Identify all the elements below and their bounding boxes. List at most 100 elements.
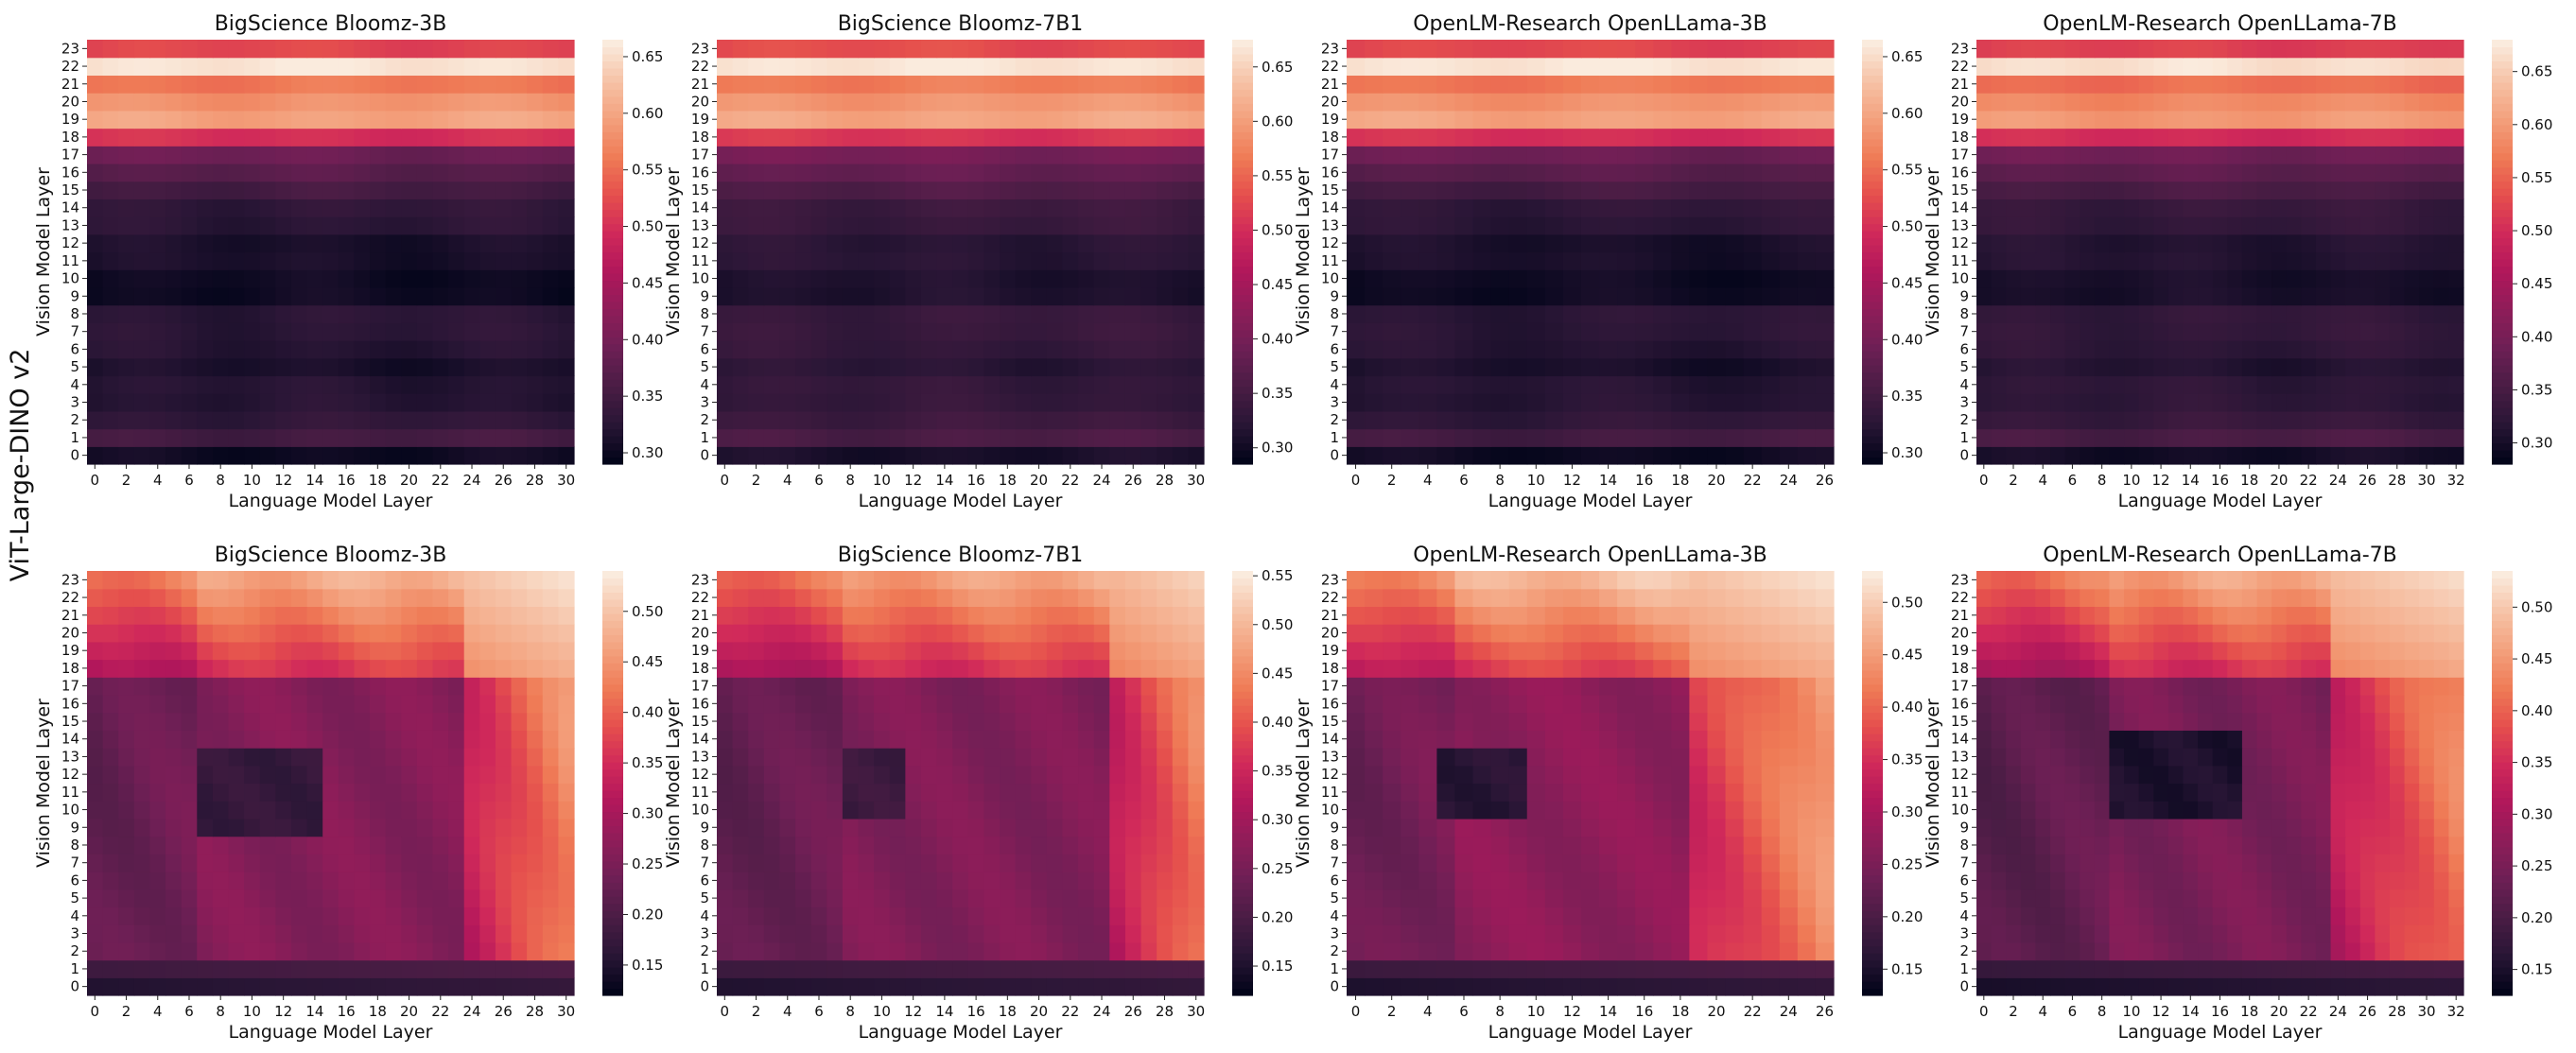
- heatmap-cell: [1157, 251, 1174, 270]
- heatmap-cell: [212, 375, 230, 394]
- colorbar-segment: [1862, 152, 1883, 161]
- heatmap-cell: [2433, 357, 2449, 377]
- heatmap-cells: [1347, 40, 1835, 465]
- heatmap-cell: [2167, 75, 2184, 94]
- heatmap-cell: [2094, 357, 2111, 377]
- heatmap-cell: [1562, 357, 1582, 377]
- heatmap-cell: [1653, 57, 1672, 77]
- heatmap-cell: [2153, 181, 2169, 199]
- heatmap-cell: [2315, 216, 2332, 235]
- heatmap-cell: [133, 872, 151, 890]
- heatmap-cell: [1383, 128, 1401, 147]
- heatmap-cell: [2212, 286, 2228, 306]
- heatmap-cell: [87, 924, 104, 943]
- heatmap-cell: [2271, 251, 2288, 270]
- heatmap-cell: [717, 959, 734, 978]
- heatmap-cell: [1109, 286, 1126, 306]
- heatmap-cell: [1991, 375, 2007, 394]
- heatmap-cell: [401, 624, 418, 643]
- colorbar-segment: [2492, 124, 2513, 132]
- colorbar-tick-label: 0.55: [2521, 169, 2552, 186]
- colorbar-tick-label: 0.50: [1891, 218, 1923, 235]
- heatmap-cell: [779, 410, 796, 430]
- heatmap-cell: [732, 941, 749, 961]
- colorbar-segment: [602, 202, 623, 211]
- heatmap-cell: [370, 783, 387, 802]
- heatmap-cell: [197, 146, 214, 164]
- heatmap-cell: [858, 251, 875, 270]
- x-tick-label: 28: [1156, 472, 1174, 489]
- heatmap-cell: [2301, 286, 2317, 306]
- heatmap-cell: [479, 889, 496, 908]
- heatmap-cell: [432, 941, 449, 961]
- heatmap-cell: [1093, 357, 1110, 377]
- heatmap-cell: [2094, 410, 2111, 430]
- heatmap-cell: [542, 765, 559, 785]
- heatmap-cell: [1580, 216, 1600, 235]
- colorbar-segment: [602, 216, 623, 225]
- heatmap-cell: [983, 941, 1001, 961]
- heatmap-cell: [842, 730, 860, 749]
- colorbar-segment: [602, 825, 623, 834]
- heatmap-cell: [1172, 765, 1189, 785]
- heatmap-cell: [2167, 393, 2184, 412]
- colorbar-segment: [1862, 89, 1883, 97]
- heatmap-cell: [401, 941, 418, 961]
- heatmap-cell: [2080, 446, 2096, 465]
- heatmap-cell: [1172, 393, 1189, 412]
- heatmap-cell: [370, 304, 387, 323]
- heatmap-cell: [1401, 322, 1419, 341]
- heatmap-cell: [354, 428, 371, 447]
- heatmap-cell: [2271, 93, 2288, 112]
- heatmap-cell: [1725, 40, 1745, 59]
- colorbar-segment: [602, 641, 623, 649]
- heatmap-cell: [228, 906, 245, 925]
- heatmap-cell: [1188, 110, 1205, 129]
- heatmap-cell: [1140, 765, 1157, 785]
- heatmap-cell: [1707, 286, 1727, 306]
- heatmap-cell: [2433, 40, 2449, 59]
- colorbar: 0.300.350.400.450.500.550.600.65: [2492, 40, 2552, 465]
- heatmap-cell: [87, 199, 104, 217]
- heatmap-cell: [1078, 977, 1095, 996]
- heatmap-cell: [354, 199, 371, 217]
- y-tick-label: 13: [61, 748, 79, 765]
- heatmap-cell: [1140, 75, 1157, 94]
- heatmap-cell: [1188, 128, 1205, 147]
- heatmap-cell: [889, 924, 906, 943]
- heatmap-cell: [2050, 375, 2066, 394]
- heatmap-cell: [165, 93, 183, 112]
- heatmap-cell: [275, 251, 292, 270]
- heatmap-cell: [511, 269, 528, 288]
- heatmap-cell: [1062, 393, 1079, 412]
- heatmap-cell: [2138, 40, 2154, 59]
- x-tick-label: 26: [495, 1003, 513, 1020]
- y-tick-label: 17: [1321, 147, 1339, 164]
- heatmap-cell: [290, 748, 308, 767]
- heatmap-cell: [354, 748, 371, 767]
- heatmap-cell: [1490, 199, 1510, 217]
- colorbar-segment: [602, 365, 623, 373]
- heatmap-cell: [2419, 93, 2435, 112]
- heatmap-cell: [1671, 304, 1690, 323]
- heatmap-cell: [827, 110, 844, 129]
- heatmap-cell: [1000, 340, 1017, 359]
- y-tick-label: 19: [61, 642, 79, 659]
- heatmap-cell: [1157, 783, 1174, 802]
- heatmap-cell: [479, 906, 496, 925]
- heatmap-cell: [858, 393, 875, 412]
- heatmap-cell: [259, 57, 276, 77]
- heatmap-cell: [1797, 93, 1817, 112]
- heatmap-cell: [1779, 57, 1799, 77]
- heatmap-cell: [1078, 818, 1095, 837]
- heatmap-cell: [2286, 146, 2302, 164]
- colorbar-segment: [1232, 53, 1253, 62]
- x-tick-label: 18: [369, 1003, 387, 1020]
- heatmap-cell: [322, 624, 339, 643]
- colorbar-segment: [602, 988, 623, 996]
- heatmap-cell: [1347, 393, 1366, 412]
- heatmap-cell: [432, 146, 449, 164]
- heatmap-cell: [322, 251, 339, 270]
- heatmap-cell: [87, 181, 104, 199]
- heatmap-cell: [1689, 110, 1709, 129]
